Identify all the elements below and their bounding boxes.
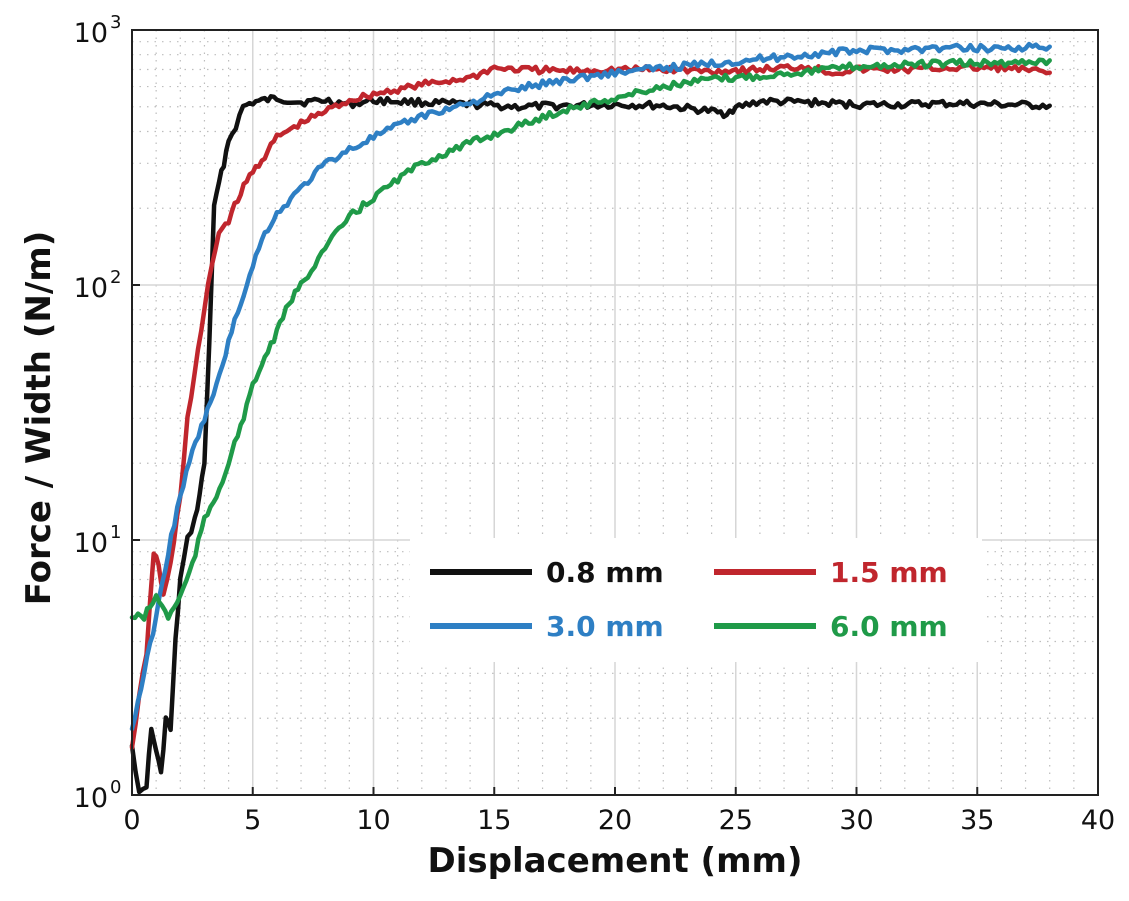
series-layer xyxy=(129,41,1052,795)
legend-box xyxy=(410,538,982,662)
x-tick-label: 5 xyxy=(244,805,261,836)
y-tick-label: 10 xyxy=(74,18,108,49)
series-line-1-5-mm xyxy=(129,62,1052,750)
minor-gridlines xyxy=(132,30,1098,795)
y-tick-label: 10 xyxy=(74,528,108,559)
x-tick-label: 10 xyxy=(356,805,390,836)
y-tick-exponent: 3 xyxy=(110,12,121,33)
x-axis-title: Displacement (mm) xyxy=(428,841,803,881)
legend-entry-3-0mm: 3.0 mm xyxy=(430,610,664,643)
x-tick-label: 25 xyxy=(719,805,753,836)
y-axis-title: Force / Width (N/m) xyxy=(19,231,59,605)
legend-entry-0-8mm: 0.8 mm xyxy=(430,556,664,589)
x-tick-label: 20 xyxy=(598,805,632,836)
legend-label-0-8mm: 0.8 mm xyxy=(546,556,664,589)
legend-label-1-5mm: 1.5 mm xyxy=(830,556,948,589)
x-tick-label: 0 xyxy=(123,805,140,836)
x-tick-label: 35 xyxy=(960,805,994,836)
x-tick-label: 30 xyxy=(839,805,873,836)
x-tick-label: 40 xyxy=(1081,805,1115,836)
y-tick-exponent: 0 xyxy=(110,777,121,798)
y-tick-label: 10 xyxy=(74,783,108,814)
legend-entry-1-5mm: 1.5 mm xyxy=(714,556,948,589)
y-tick-label: 10 xyxy=(74,273,108,304)
legend: 0.8 mm 1.5 mm 3.0 mm 6.0 mm xyxy=(410,538,982,662)
legend-label-6-0mm: 6.0 mm xyxy=(830,610,948,643)
legend-label-3-0mm: 3.0 mm xyxy=(546,610,664,643)
x-axis-ticks: 0 5 10 15 20 25 30 35 40 xyxy=(123,787,1115,836)
series-line-3-0-mm xyxy=(129,41,1052,732)
legend-entry-6-0mm: 6.0 mm xyxy=(714,610,948,643)
series-line-6-0-mm xyxy=(129,57,1052,622)
x-tick-label: 15 xyxy=(477,805,511,836)
y-tick-exponent: 2 xyxy=(110,267,121,288)
y-tick-exponent: 1 xyxy=(110,522,121,543)
